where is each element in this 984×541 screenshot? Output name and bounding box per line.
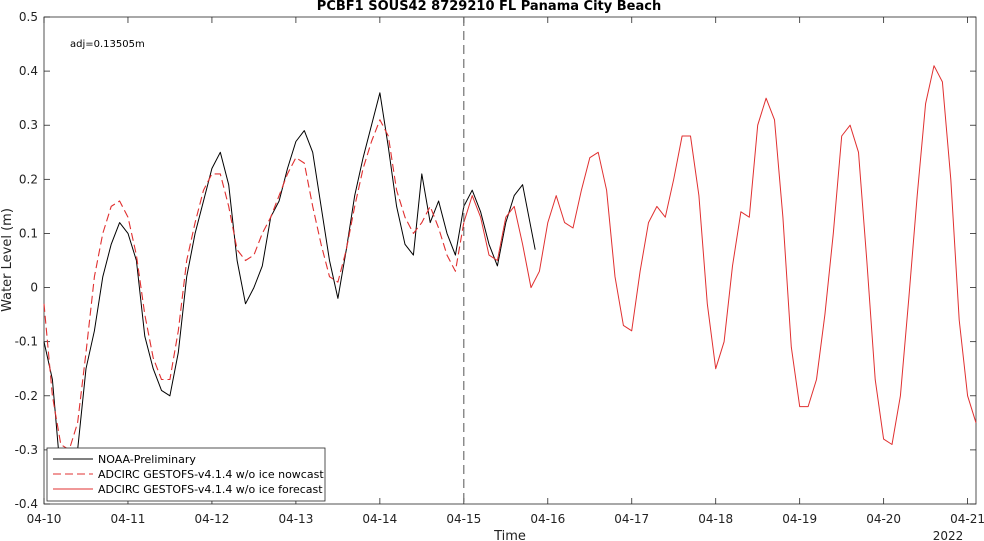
- x-tick-label: 04-13: [278, 512, 313, 526]
- y-tick-label: 0: [30, 281, 38, 295]
- y-tick-label: -0.1: [15, 335, 38, 349]
- y-tick-label: -0.4: [15, 497, 38, 511]
- chart-title: PCBF1 SOUS42 8729210 FL Panama City Beac…: [317, 0, 661, 14]
- x-tick-label: 04-20: [866, 512, 901, 526]
- x-tick-label: 04-11: [111, 512, 146, 526]
- x-axis-label: Time: [493, 529, 526, 541]
- x-tick-label: 04-17: [614, 512, 649, 526]
- y-tick-label: -0.3: [15, 443, 38, 457]
- x-tick-label: 04-16: [530, 512, 565, 526]
- data-series: [43, 65, 977, 489]
- x-tick-label: 04-12: [194, 512, 229, 526]
- y-tick-label: 0.3: [19, 118, 38, 132]
- x-tick-label: 04-14: [362, 512, 397, 526]
- legend-box: [46, 447, 326, 502]
- y-tick-label: 0.5: [19, 10, 38, 24]
- legend-label: ADCIRC GESTOFS-v4.1.4 w/o ice nowcast: [98, 468, 324, 481]
- series-line-adcirc-gestofs-v4-1-4-w-o-ice-nowcast: [43, 119, 465, 451]
- adj-annotation: adj=0.13505m: [70, 39, 145, 50]
- legend-label: NOAA-Preliminary: [98, 453, 196, 466]
- y-tick-label: 0.2: [19, 172, 38, 186]
- y-tick-label: -0.2: [15, 389, 38, 403]
- y-tick-label: 0.4: [19, 64, 38, 78]
- x-tick-label: 04-21: [950, 512, 984, 526]
- y-tick-label: 0.1: [19, 226, 38, 240]
- x-tick-label: 04-19: [782, 512, 817, 526]
- year-label: 2022: [933, 529, 964, 541]
- legend-label: ADCIRC GESTOFS-v4.1.4 w/o ice forecast: [98, 483, 323, 496]
- x-tick-label: 04-18: [698, 512, 733, 526]
- x-tick-label: 04-10: [27, 512, 62, 526]
- plot-area: [43, 16, 977, 505]
- series-line-adcirc-gestofs-v4-1-4-w-o-ice-forecast: [463, 65, 977, 445]
- y-axis-label: Water Level (m): [0, 208, 15, 312]
- axis-ticks: 04-10 04-11 04-12 04-13 04-14 04-15 04-16 04-17…: [15, 10, 984, 526]
- series-line-noaa-preliminary: [43, 92, 536, 489]
- x-tick-label: 04-15: [446, 512, 481, 526]
- legend: NOAA-Preliminary ADCIRC GESTOFS-v4.1.4 w/…: [46, 447, 326, 502]
